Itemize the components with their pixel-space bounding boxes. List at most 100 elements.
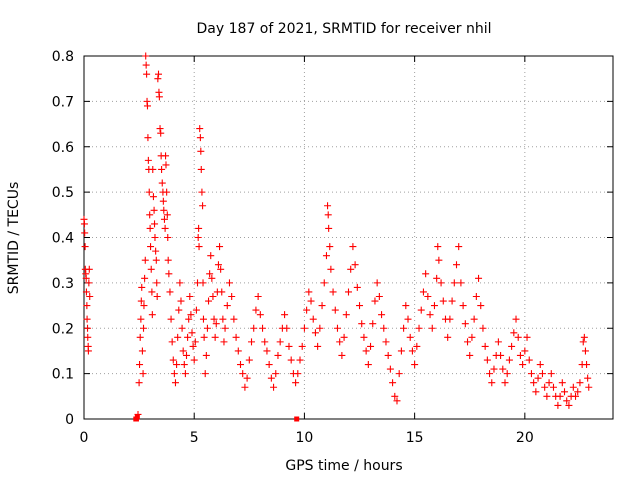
data-point (525, 356, 533, 364)
data-point (527, 370, 535, 378)
data-point (338, 351, 346, 359)
data-point (151, 234, 159, 241)
data-point (153, 279, 161, 287)
data-point (521, 347, 529, 355)
data-point (583, 361, 591, 369)
data-point (147, 265, 155, 273)
data-point (248, 338, 256, 346)
data-point (250, 324, 258, 332)
data-point (198, 188, 206, 196)
data-point (298, 342, 306, 350)
data-point (523, 333, 531, 341)
data-point (168, 338, 176, 346)
data-point (508, 342, 516, 350)
axis-ticks: 0 0.1 0.2 0.3 0.4 0.5 0.6 0.7 0.8 0 5 10 15 20 (52, 49, 613, 446)
data-point (532, 388, 540, 396)
data-point (144, 156, 152, 164)
data-point (236, 361, 244, 369)
data-point (199, 202, 207, 210)
data-point (536, 361, 544, 369)
data-point (205, 297, 213, 305)
data-point (556, 392, 564, 400)
data-point (477, 302, 485, 310)
data-point (154, 75, 162, 83)
data-point (149, 165, 157, 173)
data-point (196, 125, 204, 133)
data-point (281, 311, 289, 319)
data-point (309, 315, 317, 323)
data-point (155, 93, 163, 101)
data-point (371, 297, 379, 305)
data-point (159, 197, 167, 205)
data-point (455, 243, 463, 251)
data-point (162, 161, 170, 169)
data-point (408, 347, 416, 355)
data-point (143, 102, 151, 110)
data-point (320, 279, 328, 287)
data-point (549, 383, 557, 391)
data-point (212, 320, 220, 328)
data-point (163, 188, 171, 196)
data-point (163, 211, 171, 219)
data-point (232, 333, 240, 341)
y-tick-label: 0.6 (52, 140, 74, 156)
data-point (435, 256, 443, 264)
data-point (336, 338, 344, 346)
data-point (148, 311, 156, 319)
data-point (565, 401, 573, 409)
data-point (510, 329, 518, 337)
data-point (202, 351, 210, 359)
data-point (316, 324, 324, 332)
data-point (158, 165, 166, 173)
data-point (175, 306, 183, 314)
data-point (433, 274, 441, 282)
data-point (189, 342, 197, 350)
data-point (514, 333, 522, 341)
data-point (136, 333, 144, 341)
data-point (450, 279, 458, 287)
data-point (386, 365, 394, 373)
data-point (417, 306, 425, 314)
data-point (196, 134, 204, 142)
data-point (466, 351, 474, 359)
data-point (206, 270, 214, 278)
data-point (156, 125, 164, 133)
data-point (165, 270, 173, 278)
data-point (146, 224, 154, 232)
x-tick-label: 15 (406, 430, 424, 446)
data-point (211, 333, 219, 341)
data-point (428, 324, 436, 332)
data-point (333, 324, 341, 332)
data-point (146, 211, 154, 219)
data-point (378, 311, 386, 319)
data-point (430, 302, 438, 310)
data-point (325, 224, 333, 232)
data-point (254, 292, 262, 300)
data-point (307, 297, 315, 305)
data-point (241, 383, 249, 391)
data-point (353, 283, 361, 291)
data-point (505, 356, 513, 364)
y-tick-label: 0 (65, 412, 74, 428)
data-point (331, 306, 339, 314)
data-point (362, 347, 370, 355)
data-point (153, 292, 161, 300)
data-point (186, 292, 194, 300)
data-point (137, 297, 145, 305)
data-point (220, 338, 228, 346)
data-point (488, 379, 496, 387)
data-point (245, 356, 253, 364)
data-point (585, 383, 593, 391)
data-point (256, 311, 264, 319)
x-tick-label: 5 (190, 430, 199, 446)
data-point (84, 347, 92, 355)
data-point (326, 243, 334, 251)
data-point (208, 274, 216, 282)
gridlines (84, 56, 613, 419)
data-point (413, 342, 421, 350)
data-point (340, 333, 348, 341)
data-point (221, 324, 229, 332)
data-point (534, 374, 542, 382)
data-point (263, 347, 271, 355)
